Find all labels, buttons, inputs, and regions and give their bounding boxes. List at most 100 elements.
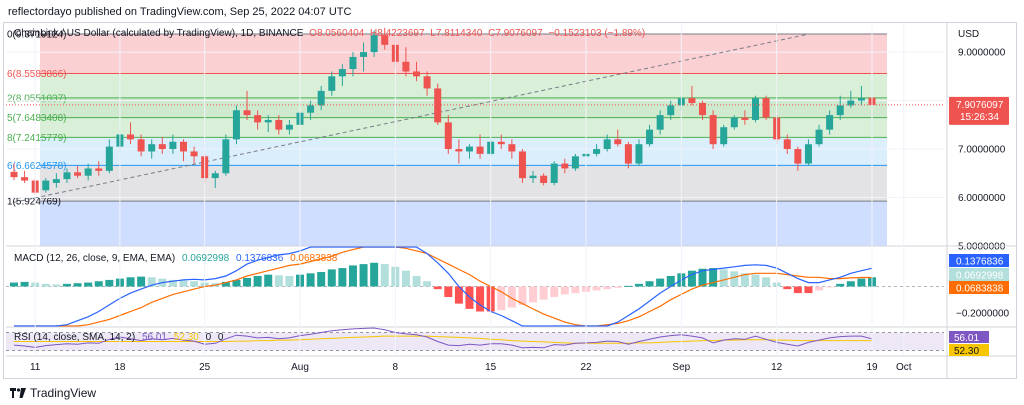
macd-hist-bar-12: [137, 276, 146, 287]
macd-hist-bar-41: [444, 286, 453, 298]
candle-76: [815, 124, 823, 147]
candle-25: [275, 115, 283, 135]
symbol-legend: ChainLink / US Dollar (calculated by Tra…: [14, 28, 645, 39]
candle-16: [179, 139, 187, 162]
macd-hist-bar-24: [264, 274, 273, 287]
macd-badge-bg: [949, 254, 1009, 267]
macd-hist-bar-76: [815, 286, 824, 291]
macd-hist-bar-49: [529, 286, 538, 303]
candle-29: [317, 86, 325, 111]
candle-15: [169, 134, 177, 154]
candle-61: [656, 110, 664, 135]
macd-signal-badge-bg: [949, 281, 1009, 294]
candle-33: [360, 42, 368, 72]
candle-body-15: [169, 141, 177, 150]
tradingview-brand[interactable]: TradingView: [10, 386, 96, 400]
x-axis-label-0: 11: [30, 362, 41, 373]
macd-hist-bar-77: [825, 286, 834, 288]
macd-hist-value: 0.0692998: [181, 253, 230, 264]
candle-4: [52, 173, 60, 188]
tradingview-logo-icon: [10, 388, 26, 398]
rsi-extra-1: 0: [205, 332, 212, 343]
candle-57: [614, 129, 622, 147]
macd-hist-bar-28: [306, 273, 315, 287]
last-price-badge: [949, 96, 1009, 125]
candle-body-79: [847, 100, 855, 106]
candle-body-11: [127, 134, 135, 140]
candle-20: [222, 134, 230, 176]
fib-label-4: 8(7.2415779): [7, 133, 67, 144]
macd-hist-bar-64: [687, 270, 696, 287]
candle-body-69: [741, 117, 749, 120]
macd-hist-bar-23: [253, 275, 262, 287]
candle-32: [349, 52, 357, 77]
candle-67: [720, 124, 728, 147]
candle-13: [148, 139, 156, 159]
macd-hist-bar-66: [709, 268, 718, 287]
fib-zone-1: [40, 73, 887, 98]
macd-signal-badge: 0.0683838: [956, 284, 1004, 295]
rsi-sma-line: [14, 335, 872, 344]
candle-body-60: [646, 129, 654, 145]
candle-body-58: [624, 144, 632, 164]
candle-21: [232, 105, 240, 145]
macd-signal-value: 0.0683838: [290, 253, 338, 264]
candle-body-50: [540, 175, 548, 183]
price-axis-label-0: 9.0000000: [958, 48, 1006, 59]
macd-hist-bar-80: [857, 278, 866, 287]
macd-hist-bar-31: [338, 268, 347, 287]
candle-3: [42, 178, 50, 193]
macd-hist-bar-11: [126, 277, 135, 287]
fib-label-6: 1(5.924769): [7, 197, 61, 208]
macd-hist-bar-5: [62, 283, 71, 287]
macd-hist-bar-26: [285, 275, 294, 287]
price-axis-label-2: 7.0000000: [958, 145, 1006, 156]
macd-hist-bar-65: [698, 268, 707, 287]
candle-31: [338, 64, 346, 87]
candle-41: [444, 115, 452, 154]
macd-hist-bar-17: [190, 281, 199, 287]
candle-body-66: [709, 115, 717, 145]
x-axis-label-5: 15: [485, 362, 497, 373]
candle-body-8: [95, 168, 103, 171]
candle-body-71: [762, 98, 770, 118]
macd-line-value: 0.1376836: [236, 253, 284, 264]
countdown-text: 15:26:34: [960, 112, 999, 123]
rsi-line: [13, 327, 873, 349]
macd-hist-bar-38: [412, 275, 421, 287]
rsi-extra-2: 0: [217, 332, 224, 343]
candle-11: [127, 122, 135, 145]
candle-44: [476, 134, 484, 159]
candle-body-49: [529, 175, 537, 179]
candle-12: [137, 134, 145, 157]
macd-hist-bar-20: [221, 281, 230, 287]
candle-58: [624, 141, 632, 169]
candle-body-29: [317, 90, 325, 106]
candle-body-38: [413, 71, 421, 77]
fib-label-5: 6(6.6624578): [7, 161, 67, 172]
macd-hist-bar-60: [645, 281, 654, 287]
fib-zone-5: [40, 165, 887, 202]
macd-hist-bar-50: [539, 286, 548, 300]
candle-body-53: [571, 156, 579, 169]
candle-body-35: [381, 35, 389, 45]
candle-30: [328, 71, 336, 96]
macd-hist-bar-52: [560, 286, 569, 295]
candle-body-13: [148, 144, 156, 152]
candle-78: [836, 95, 844, 120]
candle-body-0: [10, 171, 18, 178]
candle-69: [741, 110, 749, 125]
candle-74: [794, 146, 802, 171]
macd-hist-badge: 0.0692998: [956, 271, 1004, 282]
x-axis-label-4: 8: [393, 362, 399, 373]
x-axis-label-10: Oct: [896, 362, 912, 373]
candle-body-37: [402, 61, 410, 72]
candle-39: [423, 71, 431, 96]
macd-hist-bar-39: [423, 281, 432, 287]
candle-23: [254, 110, 262, 130]
fib-zone-4: [40, 137, 887, 166]
candle-body-51: [550, 163, 558, 183]
macd-hist-bar-42: [454, 286, 463, 304]
